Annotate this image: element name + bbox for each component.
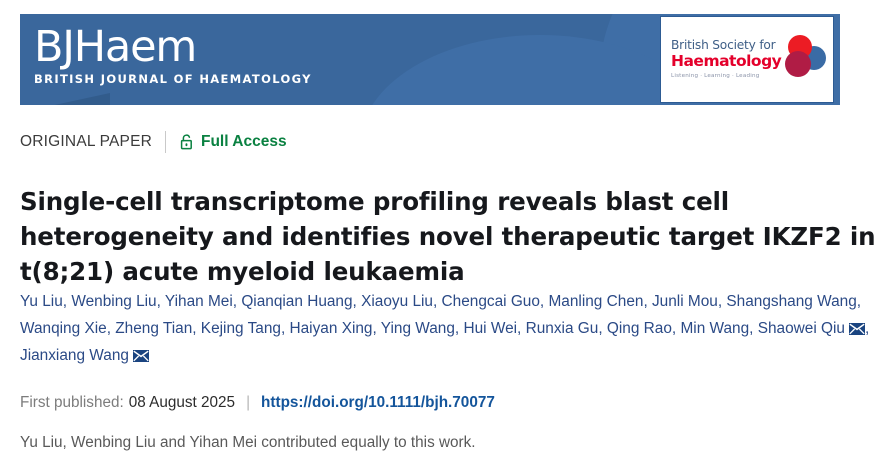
journal-logo[interactable]: BJHaem BRITISH JOURNAL OF HAEMATOLOGY (34, 24, 312, 86)
published-label: First published: (20, 394, 124, 411)
open-lock-icon (180, 134, 192, 150)
meta-divider (165, 131, 166, 153)
page-title: Single-cell transcriptome profiling reve… (20, 187, 876, 287)
envelope-icon[interactable] (849, 323, 865, 335)
circle-crimson-icon (785, 51, 811, 77)
publication-divider: | (246, 394, 251, 411)
society-tagline: Listening · Learning · Leading (671, 73, 760, 79)
article-type-label: ORIGINAL PAPER (20, 133, 152, 150)
author-line-2[interactable]: Shangshang Wang, Wanqing Xie, Zheng Tian… (20, 293, 862, 337)
access-label: Full Access (201, 133, 287, 150)
author-line-1[interactable]: Yu Liu, Wenbing Liu, Yihan Mei, Qianqian… (20, 293, 723, 310)
society-name-line1: British Society for (671, 38, 776, 52)
author-line-3-part2[interactable]: , Jianxiang Wang (20, 320, 870, 364)
journal-wordmark: BJHaem (34, 22, 197, 72)
society-circles-icon (783, 35, 829, 85)
author-line-3-part1[interactable]: Qing Rao, Min Wang, Shaowei Qiu (606, 320, 845, 337)
journal-subtitle: BRITISH JOURNAL OF HAEMATOLOGY (34, 72, 312, 86)
author-list: Yu Liu, Wenbing Liu, Yihan Mei, Qianqian… (20, 288, 882, 369)
contribution-note: Yu Liu, Wenbing Liu and Yihan Mei contri… (20, 434, 476, 451)
society-logo-box[interactable]: British Society for Haematology Listenin… (660, 16, 834, 103)
society-logo-text: British Society for Haematology Listenin… (671, 38, 782, 80)
banner-decoration-triangle (20, 93, 110, 105)
published-date: 08 August 2025 (128, 394, 236, 411)
journal-banner: BJHaem BRITISH JOURNAL OF HAEMATOLOGY Br… (20, 14, 840, 105)
access-badge[interactable]: Full Access (179, 133, 287, 151)
society-name-line2: Haematology (671, 52, 782, 70)
doi-link[interactable]: https://doi.org/10.1111/bjh.70077 (261, 394, 495, 411)
envelope-icon[interactable] (132, 350, 149, 362)
article-meta-row: ORIGINAL PAPER Full Access (20, 130, 287, 154)
publication-line: First published: 08 August 2025 | https:… (20, 394, 495, 412)
society-logo: British Society for Haematology Listenin… (671, 35, 827, 87)
